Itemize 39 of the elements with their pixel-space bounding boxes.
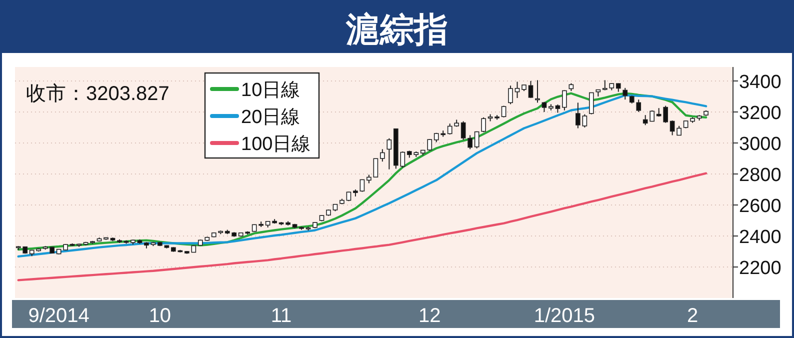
candlestick: [508, 85, 513, 105]
candlestick: [576, 102, 580, 129]
y-tick-label: 2800: [739, 164, 782, 186]
candlestick: [542, 101, 547, 112]
candlestick: [373, 158, 378, 178]
legend-label: 100日線: [241, 134, 311, 155]
candlestick: [386, 138, 392, 170]
x-tick-label: 12: [418, 305, 441, 327]
legend-label: 20日線: [241, 107, 300, 128]
candlestick: [360, 178, 365, 192]
line-series: [17, 172, 708, 282]
x-tick-label: 11: [270, 305, 292, 327]
y-tick-label: 2400: [739, 226, 782, 248]
annotation: 收市：3203.827: [26, 83, 170, 105]
x-tick-label: 9/2014: [28, 305, 90, 327]
candlestick: [582, 114, 588, 128]
candlestick: [481, 116, 486, 133]
candlestick: [676, 125, 682, 136]
candlestick: [636, 99, 642, 112]
candlestick: [562, 90, 567, 111]
x-tick-label: 1/2015: [534, 305, 596, 327]
candlestick: [589, 92, 594, 115]
y-tick-label: 3200: [739, 102, 782, 124]
y-tick-label: 3000: [739, 134, 782, 155]
candlestick: [346, 191, 352, 202]
candlestick: [528, 80, 534, 99]
candlestick: [380, 148, 385, 162]
candlestick: [670, 120, 675, 136]
candlestick: [474, 130, 480, 149]
x-tick-label: 10: [148, 305, 172, 327]
y-tick-label: 3400: [739, 72, 782, 93]
candlestick: [622, 87, 628, 100]
y-tick-label: 2200: [739, 258, 782, 279]
legend-label: 10日線: [241, 80, 300, 101]
candlestick: [535, 80, 540, 104]
candlestick: [514, 81, 520, 99]
x-tick-label: 2: [686, 305, 698, 327]
chart-title: 滬綜指: [345, 11, 448, 49]
y-tick-label: 2600: [739, 196, 782, 217]
